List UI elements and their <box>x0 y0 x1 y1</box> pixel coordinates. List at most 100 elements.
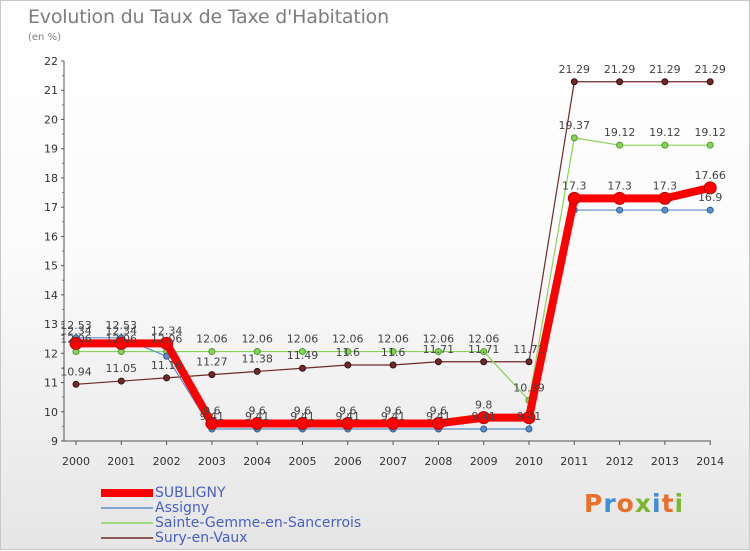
logo-letter: i <box>652 489 662 518</box>
data-point <box>341 416 355 430</box>
data-label: 9.41 <box>290 410 315 423</box>
data-label: 12.06 <box>106 333 138 346</box>
x-tick-label: 2005 <box>289 455 317 468</box>
data-point <box>661 141 669 149</box>
data-label: 17.3 <box>653 179 678 192</box>
y-tick-label: 10 <box>44 406 58 419</box>
x-tick-label: 2011 <box>560 455 588 468</box>
data-point <box>661 78 669 86</box>
legend-label-sury-en-vaux: Sury-en-Vaux <box>155 529 248 546</box>
data-label: 9.41 <box>426 410 451 423</box>
data-point <box>525 425 533 433</box>
data-label: 11.71 <box>468 343 500 356</box>
data-point <box>344 361 352 369</box>
data-point <box>114 336 128 350</box>
data-point <box>72 380 80 388</box>
data-label: 12.34 <box>106 324 138 337</box>
legend-swatch-subligny <box>101 488 153 498</box>
data-label: 17.3 <box>607 179 632 192</box>
data-label: 12.06 <box>332 333 364 346</box>
data-point <box>477 411 491 425</box>
data-point <box>163 374 171 382</box>
data-point <box>567 191 581 205</box>
legend-label-sainte-gemme: Sainte-Gemme-en-Sancerrois <box>155 514 362 531</box>
data-label: 9.41 <box>245 410 270 423</box>
y-tick-label: 16 <box>44 230 58 243</box>
data-point <box>616 141 624 149</box>
data-label: 12.06 <box>241 333 273 346</box>
data-label: 11.71 <box>513 343 545 356</box>
logo-letter: r <box>603 489 617 518</box>
data-point <box>253 348 261 356</box>
data-label: 21.29 <box>559 63 591 76</box>
data-label: 9.6 <box>339 404 357 417</box>
x-tick-label: 2004 <box>243 455 271 468</box>
data-point <box>525 358 533 366</box>
proxiti-logo: Proxiti <box>584 489 684 518</box>
data-label: 12.06 <box>468 333 500 346</box>
y-tick-label: 21 <box>44 84 58 97</box>
data-label: 9.6 <box>294 404 312 417</box>
data-point <box>299 364 306 372</box>
x-tick-label: 2002 <box>153 455 181 468</box>
legend-item-assigny[interactable]: Assigny <box>101 500 361 516</box>
data-label: 17.66 <box>694 169 726 182</box>
data-label: 9.6 <box>203 404 221 417</box>
data-point <box>661 206 669 214</box>
data-label: 9.6 <box>430 404 448 417</box>
data-label: 19.12 <box>604 126 636 139</box>
data-label: 9.41 <box>336 410 361 423</box>
x-tick-label: 2008 <box>424 455 452 468</box>
y-tick-label: 18 <box>44 172 58 185</box>
data-label: 9.41 <box>471 410 496 423</box>
x-tick-label: 2007 <box>379 455 407 468</box>
data-label: 9.6 <box>248 404 266 417</box>
logo-letter: P <box>584 489 604 518</box>
legend-swatch-sury-en-vaux <box>101 533 153 543</box>
data-point <box>69 336 83 350</box>
data-label: 12.06 <box>60 333 92 346</box>
x-tick-label: 2003 <box>198 455 226 468</box>
data-point <box>160 336 174 350</box>
data-point <box>344 348 352 356</box>
x-tick-label: 2010 <box>515 455 543 468</box>
legend-item-subligny[interactable]: SUBLIGNY <box>101 485 361 501</box>
data-point <box>434 358 442 366</box>
data-label: 11.38 <box>241 352 273 365</box>
legend: SUBLIGNY Assigny Sainte-Gemme-en-Sancerr… <box>101 485 362 546</box>
y-tick-label: 19 <box>44 143 58 156</box>
data-point <box>480 348 488 356</box>
data-label: 9.6 <box>384 404 402 417</box>
data-label: 10.94 <box>60 365 92 378</box>
y-tick-label: 22 <box>44 55 58 68</box>
data-label: 11.6 <box>336 346 361 359</box>
x-tick-label: 2001 <box>107 455 135 468</box>
y-tick-label: 15 <box>44 260 58 273</box>
y-tick-label: 9 <box>51 435 58 448</box>
data-point <box>706 141 714 149</box>
data-label: 11.27 <box>196 356 228 369</box>
data-point <box>616 206 624 214</box>
data-point <box>616 78 624 86</box>
data-point <box>434 348 442 356</box>
x-tick-label: 2012 <box>606 455 634 468</box>
data-label: 12.06 <box>151 333 183 346</box>
x-tick-label: 2009 <box>470 455 498 468</box>
legend-item-sury-en-vaux[interactable]: Sury-en-Vaux <box>101 529 361 546</box>
legend-swatch-sainte-gemme <box>101 518 153 528</box>
chart-title: Evolution du Taux de Taxe d'Habitation <box>28 6 389 28</box>
data-label: 19.12 <box>694 126 726 139</box>
data-label: 12.06 <box>287 333 319 346</box>
data-point <box>205 416 219 430</box>
data-label: 11.6 <box>381 346 406 359</box>
data-point <box>208 348 216 356</box>
y-tick-label: 11 <box>44 377 58 390</box>
logo-letter: x <box>634 489 652 518</box>
data-label: 12.34 <box>60 324 92 337</box>
legend-item-sainte-gemme[interactable]: Sainte-Gemme-en-Sancerrois <box>101 514 362 531</box>
data-label: 17.3 <box>562 179 587 192</box>
data-label: 11.16 <box>151 359 183 372</box>
data-point <box>480 358 488 366</box>
data-label: 21.29 <box>649 63 681 76</box>
